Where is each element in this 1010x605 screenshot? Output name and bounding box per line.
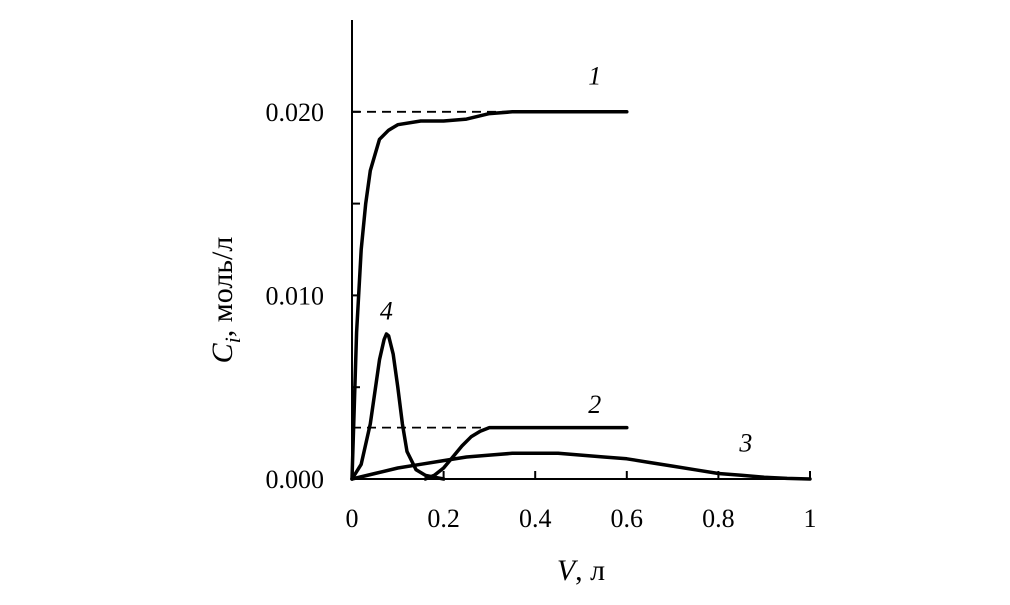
curve-1 — [350, 110, 629, 481]
x-tick-label-5: 1 — [804, 504, 817, 533]
curve-label-3: 3 — [738, 428, 752, 457]
curve-4 — [350, 332, 446, 481]
curve-label-2: 2 — [588, 390, 601, 419]
x-tick-label-3: 0.6 — [611, 504, 644, 533]
y-tick-label-0: 0.000 — [266, 465, 325, 494]
reference-lines — [352, 110, 627, 429]
y-tick-label-4: 0.020 — [266, 98, 325, 127]
y-axis-label: Ci, моль/л — [206, 237, 245, 364]
x-tick-label-2: 0.4 — [519, 504, 552, 533]
curve-3 — [350, 451, 812, 481]
series-curves — [350, 110, 812, 481]
x-tick-label-1: 0.2 — [427, 504, 460, 533]
curve-2 — [423, 425, 629, 481]
x-axis-label: V, л — [557, 554, 605, 587]
ticks: 0 0.2 0.4 0.6 0.8 1 0.000 0.010 0.020 — [266, 98, 817, 533]
curve-labels: 1 2 3 4 — [380, 61, 753, 457]
y-tick-label-2: 0.010 — [266, 281, 325, 310]
curve-label-1: 1 — [588, 61, 601, 90]
curve-label-4: 4 — [380, 296, 393, 325]
x-tick-label-4: 0.8 — [702, 504, 735, 533]
x-tick-label-0: 0 — [346, 504, 359, 533]
axes — [351, 20, 810, 480]
